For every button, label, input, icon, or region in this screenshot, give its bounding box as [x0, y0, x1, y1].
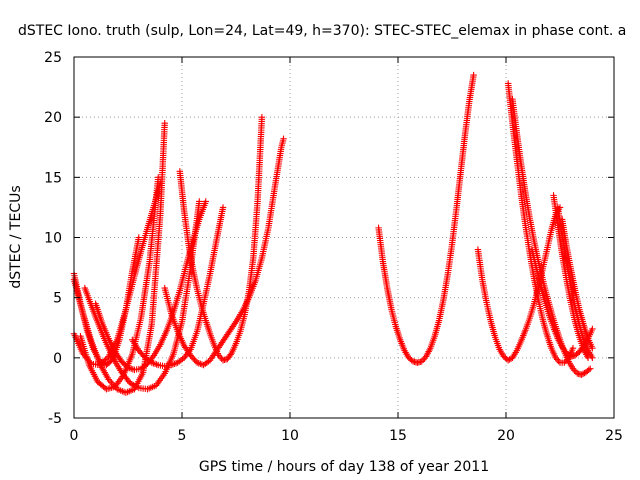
data-point: [219, 204, 227, 211]
series-9: [129, 204, 227, 370]
x-tick-label: 15: [389, 428, 407, 444]
data-point: [101, 357, 108, 365]
y-axis-label: dSTEC / TECUs: [8, 185, 24, 288]
x-tick-label: 10: [281, 428, 299, 444]
series-6: [92, 198, 209, 374]
x-tick-label: 25: [605, 428, 623, 444]
y-tick-label: -5: [48, 411, 62, 427]
data-point: [202, 198, 209, 205]
data-point: [86, 359, 94, 366]
data-point: [102, 356, 109, 363]
y-tick-label: 20: [44, 110, 62, 126]
data-point: [227, 351, 234, 358]
data-point: [569, 345, 577, 352]
data-marks: [70, 71, 596, 396]
data-point: [103, 354, 111, 362]
data-point: [155, 174, 162, 181]
x-axis-label: GPS time / hours of day 138 of year 2011: [199, 459, 489, 475]
series-8: [161, 135, 287, 369]
series-17: [558, 216, 596, 352]
data-point: [157, 180, 164, 187]
data-point: [135, 234, 142, 241]
series-10: [375, 71, 477, 366]
data-point: [587, 365, 594, 372]
series-13: [509, 95, 594, 378]
data-point: [98, 360, 105, 367]
data-point: [579, 370, 587, 378]
data-point: [589, 345, 596, 352]
x-tick-label: 0: [70, 428, 79, 444]
data-point: [506, 356, 513, 363]
data-point: [589, 325, 596, 333]
y-tick-label: 10: [44, 231, 62, 247]
series-7: [176, 113, 266, 364]
data-point: [470, 71, 477, 79]
y-tick-label: 0: [53, 351, 62, 367]
y-tick-label: 25: [44, 50, 62, 66]
data-point: [161, 119, 168, 127]
y-tick-label: 5: [53, 291, 62, 307]
data-point: [196, 198, 203, 205]
data-point: [218, 355, 225, 362]
data-point: [258, 113, 266, 121]
data-point: [555, 357, 562, 365]
chart-title: dSTEC Iono. truth (sulp, Lon=24, Lat=49,…: [18, 23, 626, 39]
data-point: [280, 135, 287, 143]
axis-ticks: 0 5 10 15 20 25 -5 0 5 10 15 20 25: [44, 50, 623, 444]
data-point: [96, 361, 104, 369]
x-tick-label: 20: [497, 428, 515, 444]
y-tick-label: 15: [44, 170, 62, 186]
x-tick-label: 5: [178, 428, 187, 444]
data-point: [99, 359, 106, 366]
series-15: [550, 192, 592, 362]
data-point: [418, 358, 425, 365]
data-point: [585, 366, 592, 374]
data-point: [589, 354, 596, 362]
